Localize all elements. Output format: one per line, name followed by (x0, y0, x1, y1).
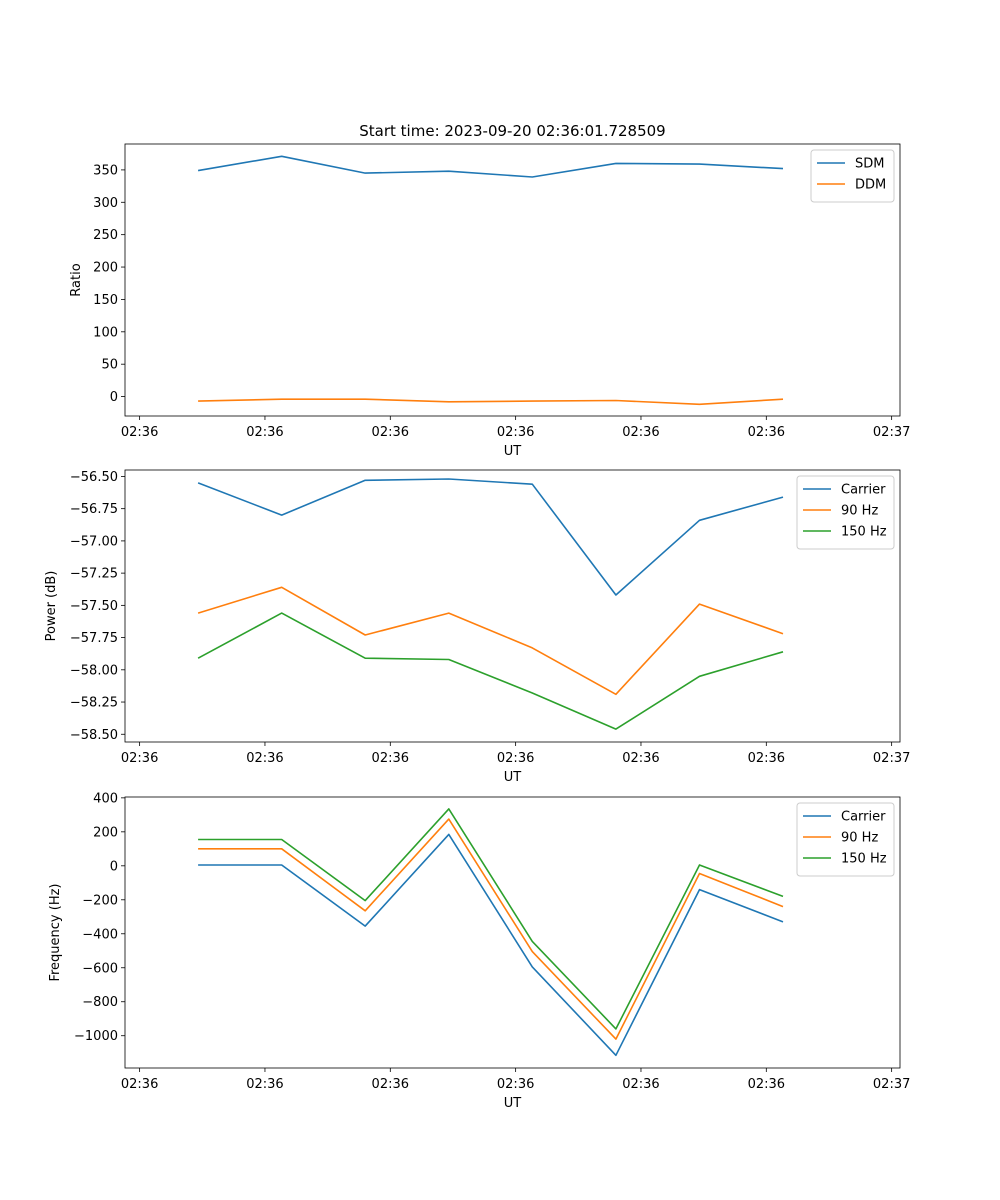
x-tick-label: 02:36 (121, 425, 158, 440)
y-tick-label: −57.00 (70, 534, 118, 549)
x-tick-label: 02:36 (246, 1077, 283, 1092)
x-tick-label: 02:36 (121, 1077, 158, 1092)
series-line-ddm (198, 398, 784, 406)
y-tick-label: −600 (82, 961, 118, 976)
legend-label: Carrier (841, 483, 886, 498)
x-tick-label: 02:37 (873, 425, 910, 440)
y-tick-label: −57.50 (70, 599, 118, 614)
y-tick-label: 50 (101, 358, 118, 373)
charts-container: 0 50 100 150 200 250 300 350 02:36 02:36 02:36 02:3… (44, 143, 910, 1111)
x-tick-label: 02:36 (246, 751, 283, 766)
x-tick-label: 02:36 (622, 425, 659, 440)
legend: SDM DDM (810, 149, 895, 203)
series-line-carrier (197, 478, 784, 596)
y-tick-label: −58.25 (70, 696, 118, 711)
chart-2: −58.50 −58.25 −58.00 −57.75 −57.50 −57.25 −57.… (44, 469, 910, 785)
y-tick-label: 300 (93, 196, 118, 211)
x-tick-label: 02:37 (873, 1077, 910, 1092)
figure-title: Start time: 2023-09-20 02:36:01.728509 (359, 122, 665, 140)
y-tick-label: 150 (93, 293, 118, 308)
series-line-carrier (198, 833, 784, 1057)
legend-label: 90 Hz (841, 504, 878, 519)
legend-label: 150 Hz (841, 852, 887, 867)
series-line-sdm (197, 155, 784, 178)
y-tick-label: −1000 (74, 1029, 118, 1044)
y-tick-label: 200 (93, 261, 118, 276)
x-axis-label: UT (504, 1096, 522, 1111)
x-tick-label: 02:36 (497, 425, 534, 440)
x-tick-label: 02:36 (748, 751, 785, 766)
chart-3: −1000 −800 −600 −400 −200 0 200 400 02:36 02:36 02… (48, 791, 910, 1111)
axes-frame (124, 796, 901, 1069)
legend-label: SDM (855, 157, 884, 172)
x-tick-label: 02:36 (372, 425, 409, 440)
y-axis-label: Ratio (69, 263, 84, 296)
legend-label: Carrier (841, 810, 886, 825)
y-tick-label: 250 (93, 228, 118, 243)
x-tick-label: 02:36 (372, 751, 409, 766)
y-tick-label: 200 (93, 825, 118, 840)
chart-1: 0 50 100 150 200 250 300 350 02:36 02:36 02:36 02:3… (69, 143, 910, 459)
axes-frame (124, 143, 901, 417)
y-tick-label: −58.00 (70, 663, 118, 678)
y-tick-label: −200 (82, 893, 118, 908)
x-tick-label: 02:36 (748, 425, 785, 440)
series-line-90-hz (197, 586, 784, 696)
y-tick-label: −400 (82, 927, 118, 942)
x-tick-label: 02:37 (873, 751, 910, 766)
series-line-150-hz (198, 808, 784, 1030)
y-tick-label: 400 (93, 791, 118, 806)
legend-label: 150 Hz (841, 525, 887, 540)
x-tick-label: 02:36 (748, 1077, 785, 1092)
legend: Carrier 90 Hz 150 Hz (796, 802, 895, 877)
x-tick-label: 02:36 (622, 751, 659, 766)
y-tick-label: −56.75 (70, 502, 118, 517)
y-tick-label: −57.25 (70, 567, 118, 582)
y-tick-label: −57.75 (70, 631, 118, 646)
y-tick-label: 0 (110, 859, 118, 874)
x-tick-label: 02:36 (246, 425, 283, 440)
y-tick-label: 0 (110, 390, 118, 405)
x-tick-label: 02:36 (497, 751, 534, 766)
x-tick-label: 02:36 (497, 1077, 534, 1092)
series-line-90-hz (198, 818, 784, 1040)
x-tick-label: 02:36 (372, 1077, 409, 1092)
x-tick-label: 02:36 (622, 1077, 659, 1092)
y-tick-label: 100 (93, 325, 118, 340)
legend-label: DDM (855, 178, 886, 193)
y-tick-label: 350 (93, 163, 118, 178)
x-axis-label: UT (504, 770, 522, 785)
y-tick-label: −56.50 (70, 470, 118, 485)
series-line-150-hz (197, 612, 784, 730)
y-tick-label: −800 (82, 995, 118, 1010)
x-tick-label: 02:36 (121, 751, 158, 766)
y-axis-label: Power (dB) (44, 571, 59, 642)
legend-label: 90 Hz (841, 831, 878, 846)
axes-frame (124, 469, 901, 743)
legend: Carrier 90 Hz 150 Hz (796, 475, 895, 550)
x-axis-label: UT (504, 444, 522, 459)
y-axis-label: Frequency (Hz) (48, 883, 63, 981)
y-tick-label: −58.50 (70, 728, 118, 743)
